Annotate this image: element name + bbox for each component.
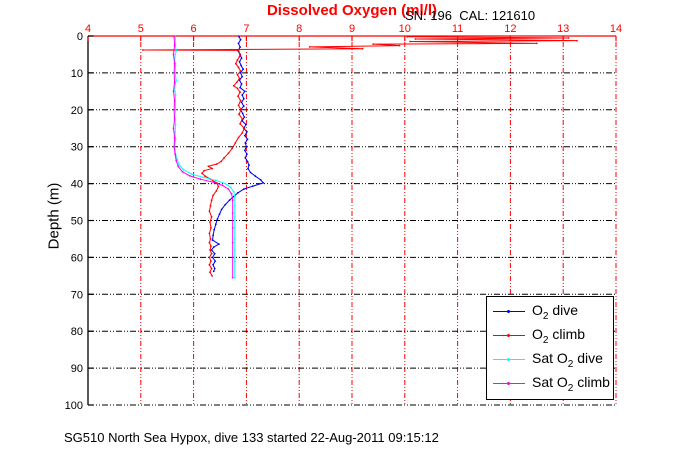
x-tick-label-8: 8 (296, 23, 302, 35)
x-tick-label-4: 4 (85, 23, 91, 35)
legend-line-sample-sat-o2-dive (493, 355, 525, 364)
legend-label-sat-o2-climb: Sat O2 climb (532, 374, 610, 394)
series-line-o2-dive (210, 36, 265, 272)
x-tick-label-7: 7 (243, 23, 249, 35)
x-tick-label-11: 11 (452, 23, 463, 35)
legend-item-sat-o2-climb: Sat O2 climb (493, 374, 611, 394)
x-tick-label-6: 6 (191, 23, 197, 35)
y-tick-label-50: 50 (71, 216, 83, 228)
y-tick-label-100: 100 (65, 400, 83, 412)
y-tick-label-0: 0 (77, 31, 83, 43)
y-axis-label: Depth (m) (45, 182, 63, 250)
series-line-sat-o2-dive (174, 36, 236, 278)
y-tick-label-20: 20 (71, 105, 83, 117)
x-tick-label-14: 14 (610, 23, 622, 35)
series-markers-sat-o2-dive (173, 35, 236, 279)
legend-item-sat-o2-dive: Sat O2 dive (493, 350, 611, 370)
chart-title: Dissolved Oxygen (ml/l) (266, 2, 438, 19)
y-tick-label-90: 90 (71, 363, 83, 375)
x-tick-label-12: 12 (504, 23, 516, 35)
series-markers-sat-o2-climb (172, 35, 234, 279)
legend-line-sample-sat-o2-climb (493, 379, 525, 388)
series-markers-o2-climb (142, 35, 578, 277)
series-markers-o2-dive (210, 35, 265, 273)
y-tick-label-10: 10 (71, 68, 83, 80)
legend-box: O2 dive O2 climb Sat O2 dive Sat O2 climb (486, 296, 614, 400)
legend-line-sample-o2-climb (493, 331, 525, 340)
legend-item-o2-dive: O2 dive (493, 302, 611, 322)
figure-caption: SG510 North Sea Hypox, dive 133 started … (64, 430, 439, 445)
x-tick-label-13: 13 (557, 23, 569, 35)
x-tick-label-10: 10 (399, 23, 411, 35)
y-tick-label-70: 70 (71, 289, 83, 301)
legend-label-o2-climb: O2 climb (532, 326, 586, 346)
legend-label-sat-o2-dive: Sat O2 dive (532, 350, 603, 370)
y-tick-label-80: 80 (71, 326, 83, 338)
legend-item-o2-climb: O2 climb (493, 326, 611, 346)
y-tick-label-30: 30 (71, 142, 83, 154)
sensor-serial-annotation: SN: 196 CAL: 121610 (405, 8, 536, 23)
legend-line-sample-o2-dive (493, 307, 525, 316)
y-tick-label-40: 40 (71, 179, 83, 191)
legend-label-o2-dive: O2 dive (532, 302, 579, 322)
y-tick-label-60: 60 (71, 252, 83, 264)
x-tick-label-9: 9 (349, 23, 355, 35)
x-tick-label-5: 5 (138, 23, 144, 35)
